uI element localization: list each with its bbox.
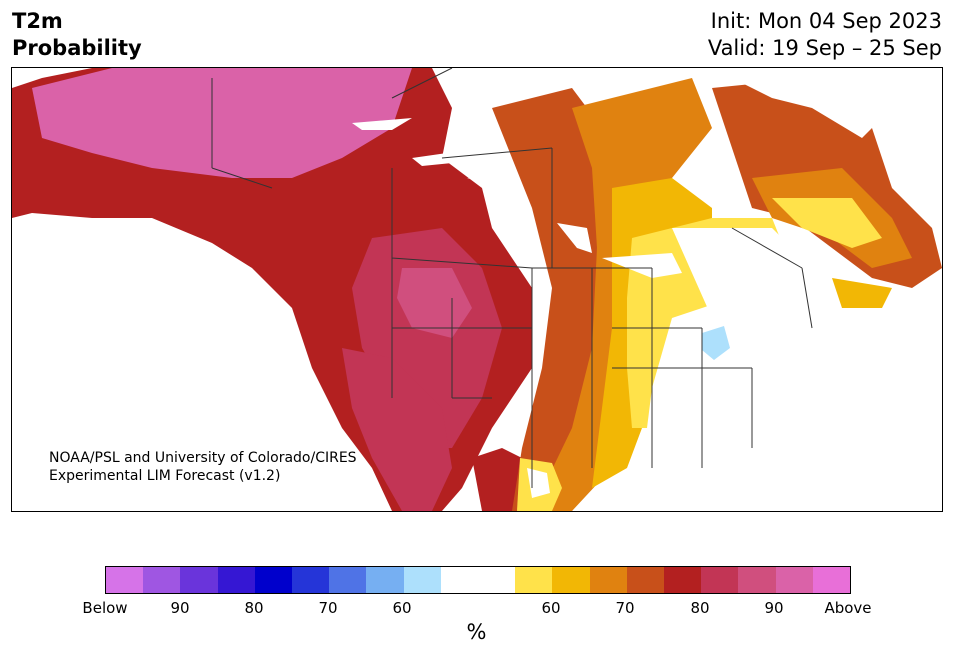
colorbar-cell xyxy=(812,567,851,593)
cold-anomaly xyxy=(702,326,730,360)
colorbar-cell xyxy=(701,567,739,593)
valid-date: Valid: 19 Sep – 25 Sep xyxy=(707,36,942,60)
colorbar-cell xyxy=(292,567,330,593)
colorbar xyxy=(105,566,851,594)
central-gradient xyxy=(492,78,842,511)
map-canvas xyxy=(12,68,942,511)
colorbar-tick-label: Below xyxy=(82,599,128,617)
colorbar-cell xyxy=(440,567,479,593)
alaska-canada-west xyxy=(12,68,552,511)
credit-line-1: NOAA/PSL and University of Colorado/CIRE… xyxy=(49,450,357,466)
colorbar-tick-label: 60 xyxy=(541,599,561,617)
credit-line-2: Experimental LIM Forecast (v1.2) xyxy=(49,468,281,484)
colorbar-tick-label: 80 xyxy=(244,599,264,617)
colorbar-cell xyxy=(180,567,218,593)
colorbar-tick-label: 60 xyxy=(392,599,412,617)
colorbar-cell xyxy=(254,567,293,593)
colorbar-cell xyxy=(366,567,404,593)
date-info: Init: Mon 04 Sep 2023 Valid: 19 Sep – 25… xyxy=(708,8,942,62)
eastern-canada xyxy=(712,78,942,308)
units-label: % xyxy=(466,620,487,644)
colorbar-cell xyxy=(217,567,255,593)
colorbar-cell xyxy=(775,567,813,593)
colorbar-tick-label: 90 xyxy=(170,599,190,617)
colorbar-tick-label: 90 xyxy=(764,599,784,617)
colorbar-tick-label: 80 xyxy=(690,599,710,617)
colorbar-cell xyxy=(515,567,553,593)
colorbar-cell xyxy=(738,567,776,593)
colorbar-cell xyxy=(478,567,516,593)
colorbar-cell xyxy=(552,567,590,593)
colorbar-tick-label: 70 xyxy=(615,599,635,617)
credit-text: NOAA/PSL and University of Colorado/CIRE… xyxy=(49,449,357,485)
title-line-2: Probability xyxy=(12,36,142,60)
colorbar-cell xyxy=(626,567,665,593)
title-line-1: T2m xyxy=(12,9,63,33)
borders xyxy=(211,68,813,488)
colorbar-tick-label: 70 xyxy=(318,599,338,617)
colorbar-cell xyxy=(664,567,702,593)
probability-map: NOAA/PSL and University of Colorado/CIRE… xyxy=(11,67,943,512)
colorbar-cell xyxy=(106,567,144,593)
init-date: Init: Mon 04 Sep 2023 xyxy=(710,9,942,33)
colorbar-cell xyxy=(329,567,367,593)
colorbar-tick-label: Above xyxy=(824,599,872,617)
colorbar-cell xyxy=(143,567,181,593)
map-title: T2m Probability xyxy=(12,8,142,62)
arctic-and-water xyxy=(352,68,942,511)
colorbar-cell xyxy=(403,567,441,593)
colorbar-cell xyxy=(589,567,627,593)
